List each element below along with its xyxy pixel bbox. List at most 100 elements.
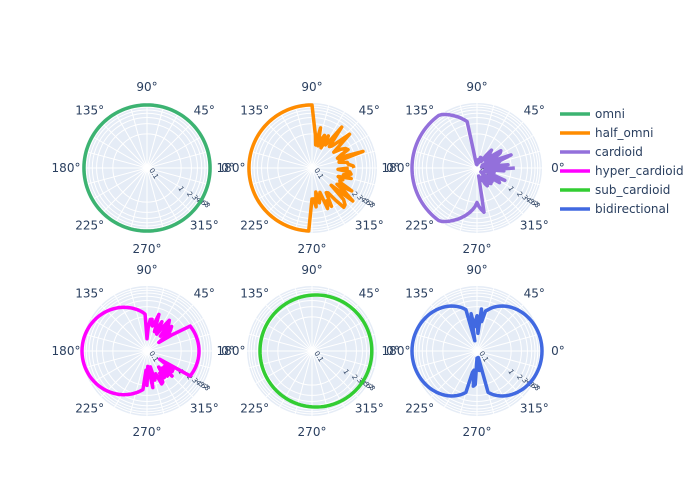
series-line-omni[interactable] <box>82 103 212 233</box>
angular-gridline <box>114 111 148 169</box>
angular-gridline <box>476 350 540 369</box>
angle-tick-label: 270° <box>298 242 327 256</box>
series-line-half_omni[interactable] <box>247 103 365 233</box>
radial-tick-label: 6 <box>364 199 373 207</box>
angular-gridline <box>444 167 478 225</box>
angular-gridline <box>414 150 478 169</box>
legend-label: bidirectional <box>595 202 669 216</box>
radial-tick-label: 2 <box>185 190 194 198</box>
angular-gridline <box>430 121 478 169</box>
angular-gridline <box>476 350 524 398</box>
angular-gridline <box>146 121 194 169</box>
angular-gridline <box>146 150 210 169</box>
radial-tick-label: 7 <box>366 200 375 208</box>
angle-tick-label: 225° <box>240 218 269 232</box>
angle-tick-label: 270° <box>463 242 492 256</box>
angle-tick-label: 180° <box>217 161 246 175</box>
radial-tick-label: 5 <box>527 198 536 206</box>
angular-gridline <box>90 350 148 384</box>
angle-tick-label: 135° <box>240 287 269 301</box>
radial-tick-label: 5 <box>527 381 536 389</box>
legend-label: half_omni <box>595 126 654 140</box>
angular-gridline <box>255 135 313 169</box>
angular-gridline <box>146 135 204 169</box>
radial-tick-label: 7 <box>531 200 540 208</box>
legend-item-sub_cardioid[interactable]: sub_cardioid <box>560 183 670 197</box>
angle-tick-label: 135° <box>240 104 269 118</box>
radial-tick-label: 7 <box>201 383 210 391</box>
angle-tick-label: 90° <box>136 80 157 94</box>
angle-tick-label: 180° <box>52 161 81 175</box>
angular-gridline <box>84 333 148 352</box>
angular-gridline <box>146 105 165 169</box>
angle-tick-label: 270° <box>133 242 162 256</box>
series-line-hyper_cardioid[interactable] <box>80 305 201 397</box>
legend-label: omni <box>595 107 625 121</box>
legend-item-cardioid[interactable]: cardioid <box>560 145 643 159</box>
angular-gridline <box>100 167 148 215</box>
angular-gridline <box>476 318 534 352</box>
legend-item-half_omni[interactable]: half_omni <box>560 126 654 140</box>
radial-tick-label: 6 <box>199 382 208 390</box>
angular-gridline <box>311 294 345 352</box>
radial-tick-label: 2 <box>350 190 359 198</box>
angle-tick-label: 90° <box>301 80 322 94</box>
legend-label: cardioid <box>595 145 643 159</box>
angular-gridline <box>444 350 478 408</box>
angular-gridline <box>476 304 524 352</box>
angular-gridline <box>279 167 313 225</box>
angle-tick-label: 135° <box>75 287 104 301</box>
angular-gridline <box>444 294 478 352</box>
angular-gridline <box>114 350 148 408</box>
series-line-sub_cardioid[interactable] <box>258 293 374 409</box>
legend-label: sub_cardioid <box>595 183 670 197</box>
angular-gridline <box>414 350 478 369</box>
angle-tick-label: 315° <box>355 401 384 415</box>
angle-tick-label: 0° <box>551 161 565 175</box>
angle-tick-label: 135° <box>405 287 434 301</box>
angle-tick-label: 0° <box>551 344 565 358</box>
series-line-cardioid[interactable] <box>410 112 515 224</box>
angle-tick-label: 180° <box>52 344 81 358</box>
angular-gridline <box>430 304 478 352</box>
angular-gridline <box>311 288 330 352</box>
legend-item-bidirectional[interactable]: bidirectional <box>560 202 669 216</box>
angle-tick-label: 180° <box>217 344 246 358</box>
angular-gridline <box>311 350 345 408</box>
legend-item-omni[interactable]: omni <box>560 107 625 121</box>
angular-gridline <box>146 167 204 201</box>
angle-tick-label: 90° <box>466 80 487 94</box>
angular-gridline <box>84 150 148 169</box>
angle-tick-label: 45° <box>194 104 215 118</box>
angular-gridline <box>420 167 478 201</box>
legend-item-hyper_cardioid[interactable]: hyper_cardioid <box>560 164 684 178</box>
angular-gridline <box>311 350 330 414</box>
angular-gridline <box>311 350 359 398</box>
angular-gridline <box>146 350 210 369</box>
angular-gridline <box>311 304 359 352</box>
radial-tick-label: 3 <box>190 194 199 202</box>
angular-gridline <box>414 167 478 186</box>
series-line-bidirectional[interactable] <box>410 304 544 398</box>
angular-gridline <box>249 350 313 369</box>
radial-tick-label: 5 <box>362 198 371 206</box>
angle-tick-label: 0° <box>221 161 235 175</box>
angular-gridline <box>146 333 210 352</box>
angle-tick-label: 315° <box>190 401 219 415</box>
angular-gridline <box>476 294 510 352</box>
angle-tick-label: 225° <box>75 218 104 232</box>
angular-gridline <box>420 135 478 169</box>
angular-gridline <box>100 304 148 352</box>
angular-gridline <box>430 350 478 398</box>
angular-gridline <box>129 288 148 352</box>
radial-tick-label: 8 <box>202 384 211 392</box>
legend[interactable]: omni half_omni cardioid hyper_cardioid sub_c… <box>560 107 684 216</box>
radial-tick-label: 4 <box>194 379 203 387</box>
radial-tick-label: 6 <box>364 382 373 390</box>
radial-tick-label: 4 <box>359 196 368 204</box>
angular-gridline <box>294 167 313 231</box>
